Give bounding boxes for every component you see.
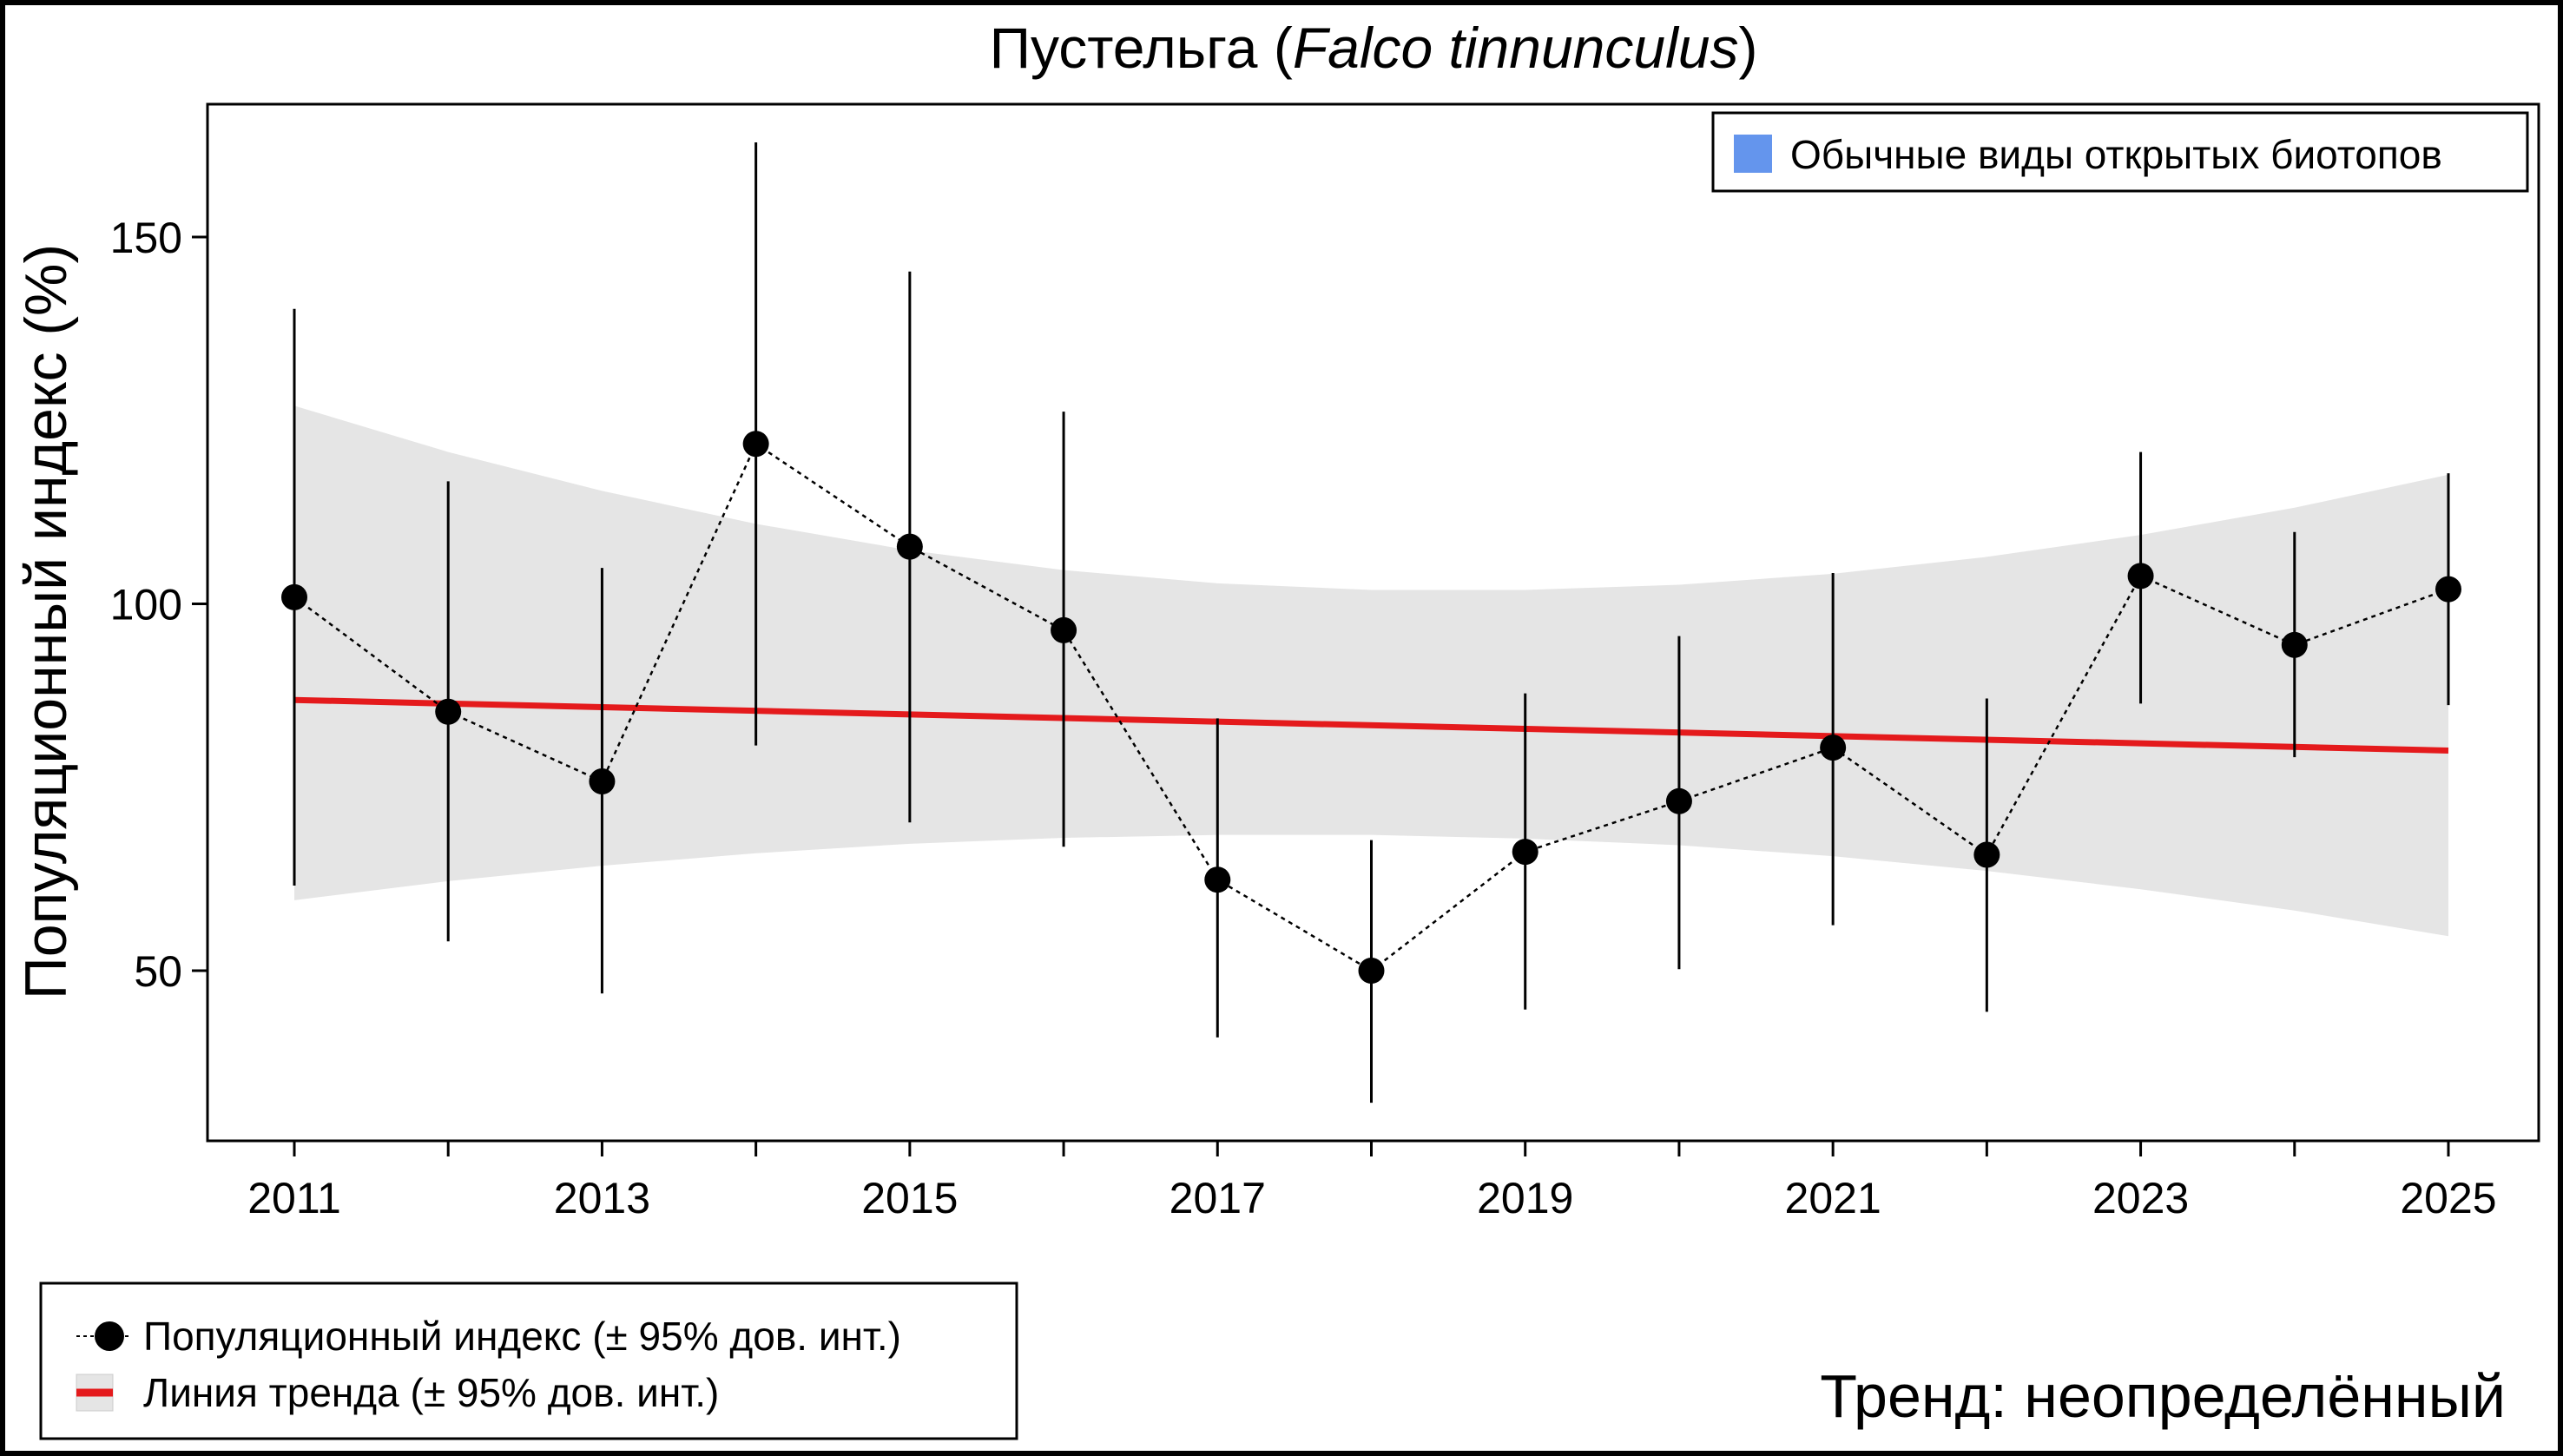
legend-trend-label: Линия тренда (± 95% дов. инт.) — [143, 1370, 719, 1415]
group-legend: Обычные виды открытых биотопов — [1711, 111, 2529, 193]
x-tick-label: 2025 — [2400, 1174, 2496, 1222]
data-point — [1204, 866, 1231, 893]
x-tick-label: 2021 — [1785, 1174, 1881, 1222]
group-legend-box — [1711, 111, 2529, 193]
x-tick-label: 2011 — [247, 1174, 341, 1222]
x-tick-label: 2015 — [861, 1174, 958, 1222]
trend-line — [293, 696, 2449, 754]
y-tick-label: 50 — [134, 947, 182, 996]
trend-confidence-band — [294, 405, 2448, 937]
group-legend-label: Обычные виды открытых биотопов — [1790, 132, 2442, 177]
data-point — [2127, 563, 2154, 590]
data-point — [1665, 787, 1692, 814]
legend-index-label: Популяционный индекс (± 95% дов. инт.) — [143, 1314, 901, 1359]
legend-index-marker — [95, 1321, 124, 1351]
data-point — [1973, 841, 2000, 868]
series-legend-box — [39, 1281, 1018, 1440]
group-legend-swatch — [1734, 135, 1772, 173]
x-tick-label: 2017 — [1169, 1174, 1266, 1222]
data-point — [1051, 616, 1077, 643]
series-legend: Популяционный индекс (± 95% дов. инт.) Л… — [39, 1281, 1018, 1440]
data-point — [1512, 839, 1538, 866]
x-tick-label: 2023 — [2092, 1174, 2189, 1222]
data-point — [742, 431, 769, 458]
plot-area: 2011 2013 2015 2017 2019 2021 2023 2025 50 100 150 — [110, 142, 2497, 1222]
data-point — [2435, 576, 2461, 603]
x-tick-label: 2013 — [554, 1174, 650, 1222]
x-tick-label: 2019 — [1477, 1174, 1573, 1222]
y-axis-label: Популяционный индекс (%) — [13, 244, 79, 999]
data-point — [2281, 631, 2308, 658]
plot-frame — [206, 102, 2540, 1143]
trend-annotation: Тренд: неопределённый — [1820, 1362, 2506, 1430]
data-point — [896, 533, 923, 560]
data-point — [281, 583, 307, 610]
data-point — [1358, 958, 1385, 984]
data-point — [589, 768, 616, 794]
y-tick-label: 100 — [110, 581, 182, 629]
y-tick-label: 150 — [110, 214, 182, 262]
data-point — [1820, 735, 1847, 761]
data-point — [435, 698, 462, 725]
chart-title: Пустельга (Falco tinnunculus) — [990, 16, 1758, 80]
